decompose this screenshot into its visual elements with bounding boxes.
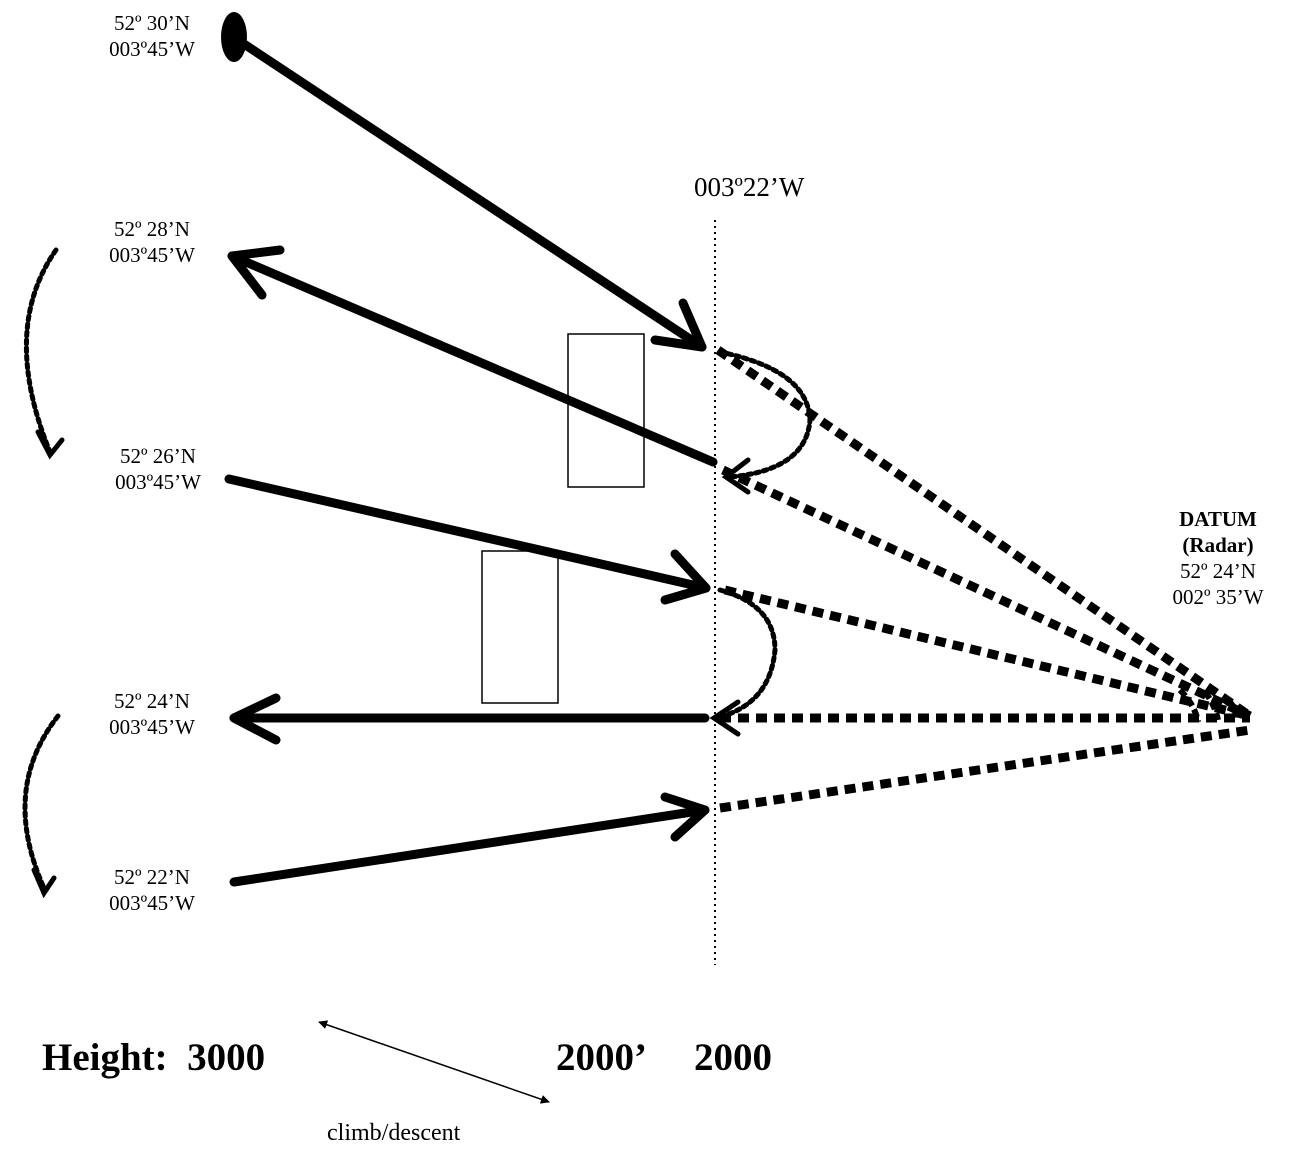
- turn-arc-upper: [717, 349, 813, 495]
- datum-label: DATUM (Radar) 52º 24’N 002º 35’W: [1158, 506, 1278, 610]
- holding-box-lower: [481, 550, 559, 704]
- waypoint-label-5: 52º 22’N 003º45’W: [96, 864, 208, 916]
- height-end-value: 2000: [694, 1036, 772, 1079]
- holding-box-upper: [567, 333, 645, 488]
- meridian-label: 003º22’W: [694, 172, 805, 202]
- datum-title: DATUM: [1179, 507, 1257, 531]
- height-label: Height: 3000: [42, 1036, 265, 1080]
- waypoint-4-lon: 003º45’W: [109, 715, 195, 739]
- waypoint-label-2: 52º 28’N 003º45’W: [96, 216, 208, 268]
- datum-subtitle: (Radar): [1182, 533, 1254, 557]
- climb-descent-arrow: [318, 1020, 550, 1104]
- waypoint-1-lat: 52º 30’N: [114, 11, 190, 35]
- waypoint-label-3: 52º 26’N 003º45’W: [102, 443, 214, 495]
- waypoint-label-4: 52º 24’N 003º45’W: [96, 688, 208, 740]
- height-start-value: 3000: [187, 1036, 266, 1079]
- waypoint-1-lon: 003º45’W: [109, 37, 195, 61]
- datum-lat: 52º 24’N: [1180, 559, 1256, 583]
- waypoint-4-lat: 52º 24’N: [114, 689, 190, 713]
- left-curve-lower: [22, 713, 61, 899]
- waypoint-3-lon: 003º45’W: [115, 470, 201, 494]
- turn-arc-lower: [709, 587, 778, 737]
- left-curve-upper: [23, 247, 65, 460]
- start-point-marker: [221, 12, 247, 62]
- route-leg-5: [229, 792, 710, 887]
- radar-radials: [715, 346, 1253, 813]
- route-leg-2: [227, 245, 718, 467]
- climb-descent-label: climb/descent: [327, 1120, 461, 1146]
- route-leg-4: [229, 693, 710, 745]
- route-leg-3: [224, 474, 711, 605]
- route-leg-1: [233, 35, 707, 352]
- waypoint-3-lat: 52º 26’N: [120, 444, 196, 468]
- datum-arcs: [1177, 687, 1241, 723]
- waypoint-5-lon: 003º45’W: [109, 891, 195, 915]
- waypoint-2-lat: 52º 28’N: [114, 217, 190, 241]
- height-mid-value: 2000’: [556, 1036, 647, 1079]
- waypoint-2-lon: 003º45’W: [109, 243, 195, 267]
- datum-lon: 002º 35’W: [1172, 585, 1264, 609]
- waypoint-label-1: 52º 30’N 003º45’W: [96, 10, 208, 62]
- height-label-text: Height:: [42, 1036, 168, 1079]
- waypoint-5-lat: 52º 22’N: [114, 865, 190, 889]
